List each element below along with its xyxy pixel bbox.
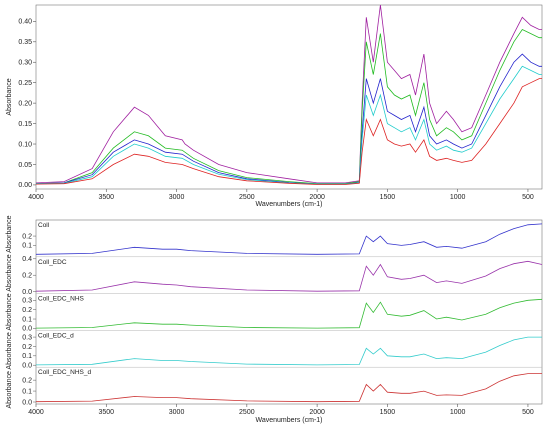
top-y-ticks: 0.00 0.05 0.10 0.15 0.20 0.25 0.30 0.35 0.40 (18, 19, 36, 189)
bottom-x-tick-label: 1000 (450, 409, 466, 416)
top-plot-frame (35, 4, 543, 190)
panel-y-tick-label: 0.1 (22, 316, 32, 323)
top-x-tick-label: 3000 (169, 194, 185, 201)
top-y-tick-label: 0.35 (18, 39, 32, 46)
top-series-group (35, 4, 542, 185)
panel-label: Coll_EDC_NHS (38, 296, 85, 303)
panel-y-tick-label: 0.0 (22, 399, 32, 406)
panel-y-tick-label: 0.3 (22, 298, 32, 305)
stack-panel-3: Coll_EDC_d 0.0 0.1 0.2 0.3 (22, 330, 542, 370)
top-x-tick-label: 3500 (98, 194, 114, 201)
panel-label: Coll_EDC (38, 259, 67, 266)
panel-y-tick-label: 0.2 (22, 344, 32, 351)
top-x-ticks: 4000 3500 3000 2500 2000 1500 1000 500 (28, 189, 534, 201)
top-x-tick-label: 1000 (450, 194, 466, 201)
panel-y-tick-label: 0.2 (22, 273, 32, 280)
stack-panel-2: Coll_EDC_NHS 0.0 0.1 0.2 0.3 (22, 293, 543, 333)
top-series-line-0 (35, 4, 542, 184)
panel-spectrum-line (35, 336, 542, 366)
top-x-tick-label: 500 (522, 194, 534, 201)
panel-y-tick-label: 0.3 (22, 334, 32, 341)
top-x-tick-label: 2000 (309, 194, 325, 201)
top-x-tick-label: 2500 (239, 194, 255, 201)
panel-spectrum-line (35, 298, 543, 329)
panel-label: Coll_EDC_d (38, 332, 74, 339)
top-y-tick-label: 0.20 (18, 100, 32, 107)
bottom-x-tick-label: 2000 (309, 409, 325, 416)
top-y-tick-label: 0.00 (18, 182, 32, 189)
top-y-tick-label: 0.05 (18, 162, 32, 169)
top-series-line-3 (35, 65, 542, 185)
top-x-tick-label: 4000 (28, 194, 44, 201)
panel-y-tick-label: 0.1 (22, 353, 32, 360)
panel-y-tick-label: 0.2 (22, 233, 32, 240)
panel-y-tick-label: 0.2 (22, 307, 32, 314)
top-x-tick-label: 1500 (380, 194, 396, 201)
top-series-line-4 (35, 78, 542, 185)
bottom-x-ticks: 4000 3500 3000 2500 2000 1500 1000 500 (28, 404, 534, 416)
bottom-x-tick-label: 3500 (98, 409, 114, 416)
top-overlay-chart: 4000 3500 3000 2500 2000 1500 1000 500 0.00 0.05… (6, 4, 543, 208)
panel-y-tick-label: 0.0 (22, 363, 32, 370)
bottom-y-axis-title: Absorbance Absorbance Absorbance Absorba… (6, 215, 13, 408)
top-series-line-1 (35, 28, 542, 185)
panel-label: Coll_EDC_NHS_d (38, 369, 91, 376)
bottom-x-tick-label: 4000 (28, 409, 44, 416)
top-y-tick-label: 0.10 (18, 141, 32, 148)
top-y-tick-label: 0.15 (18, 121, 32, 128)
top-x-axis-title: Wavenumbers (cm-1) (255, 201, 322, 208)
bottom-x-tick-label: 500 (522, 409, 534, 416)
panel-label: Coll (38, 222, 50, 229)
panel-spectrum-line (35, 373, 542, 403)
top-series-line-2 (35, 53, 542, 185)
panel-y-tick-label: 0.2 (22, 377, 32, 384)
bottom-stacked-chart: Coll 0.1 0.2 Coll_EDC 0.0 0.2 0.4 Coll_EDC_NHS 0… (6, 215, 543, 424)
bottom-x-axis-title: Wavenumbers (cm-1) (255, 417, 322, 424)
panel-y-tick-label: 0.1 (22, 388, 32, 395)
top-y-tick-label: 0.25 (18, 80, 32, 87)
top-y-tick-label: 0.40 (18, 19, 32, 26)
bottom-panels-group: Coll 0.1 0.2 Coll_EDC 0.0 0.2 0.4 Coll_EDC_NHS 0… (22, 222, 543, 406)
panel-spectrum-line (35, 260, 543, 292)
panel-y-tick-label: 0.4 (22, 256, 32, 263)
bottom-plot-frame (35, 219, 543, 405)
panel-y-tick-label: 0.0 (22, 289, 32, 296)
stack-panel-4: Coll_EDC_NHS_d 0.0 0.1 0.2 (22, 366, 542, 406)
bottom-x-tick-label: 1500 (380, 409, 396, 416)
panel-y-tick-label: 0.0 (22, 326, 32, 333)
panel-spectrum-line (35, 223, 543, 255)
stack-panel-0: Coll 0.1 0.2 (22, 222, 543, 255)
stack-panel-1: Coll_EDC 0.0 0.2 0.4 (22, 256, 543, 296)
bottom-x-tick-label: 3000 (169, 409, 185, 416)
bottom-x-tick-label: 2500 (239, 409, 255, 416)
top-y-axis-title: Absorbance (6, 78, 13, 115)
panel-y-tick-label: 0.1 (22, 243, 32, 250)
top-y-tick-label: 0.30 (18, 60, 32, 67)
